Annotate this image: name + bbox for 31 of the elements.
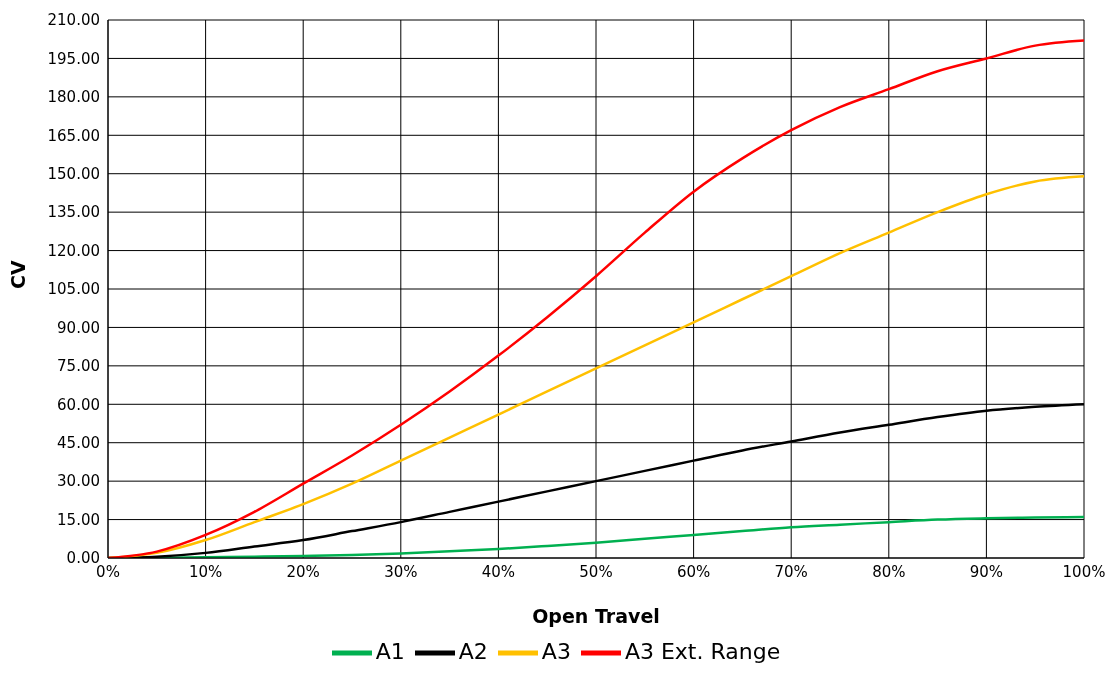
x-tick-label: 30%: [384, 562, 418, 581]
x-tick-label: 100%: [1062, 562, 1106, 581]
legend-label: A2: [458, 639, 488, 664]
y-tick-label: 90.00: [57, 318, 100, 337]
x-tick-label: 20%: [286, 562, 320, 581]
y-tick-label: 75.00: [57, 357, 100, 376]
y-tick-label: 120.00: [47, 241, 100, 260]
y-tick-label: 210.00: [47, 11, 100, 30]
x-tick-label: 0%: [96, 562, 120, 581]
y-tick-label: 195.00: [47, 49, 100, 68]
x-tick-label: 70%: [774, 562, 808, 581]
y-tick-label: 15.00: [57, 510, 100, 529]
x-tick-label: 60%: [676, 562, 711, 581]
y-tick-label: 150.00: [47, 165, 100, 184]
legend-label: A1: [375, 639, 405, 664]
y-tick-label: 45.00: [57, 434, 100, 453]
y-tick-label: 180.00: [47, 88, 100, 107]
x-tick-label: 90%: [969, 562, 1004, 581]
y-tick-label: 105.00: [47, 280, 100, 299]
x-tick-label: 50%: [579, 562, 613, 581]
y-tick-label: 165.00: [47, 126, 100, 145]
y-tick-label: 135.00: [47, 203, 100, 222]
x-axis-title: Open Travel: [532, 605, 660, 627]
y-axis-title: CV: [6, 260, 29, 289]
y-tick-label: 30.00: [57, 472, 100, 491]
x-tick-label: 10%: [188, 562, 223, 581]
legend-label: A3: [541, 639, 571, 664]
legend-label: A3 Ext. Range: [624, 639, 781, 664]
x-tick-label: 80%: [872, 562, 906, 581]
x-tick-label: 40%: [481, 562, 516, 581]
y-tick-label: 60.00: [57, 395, 100, 414]
